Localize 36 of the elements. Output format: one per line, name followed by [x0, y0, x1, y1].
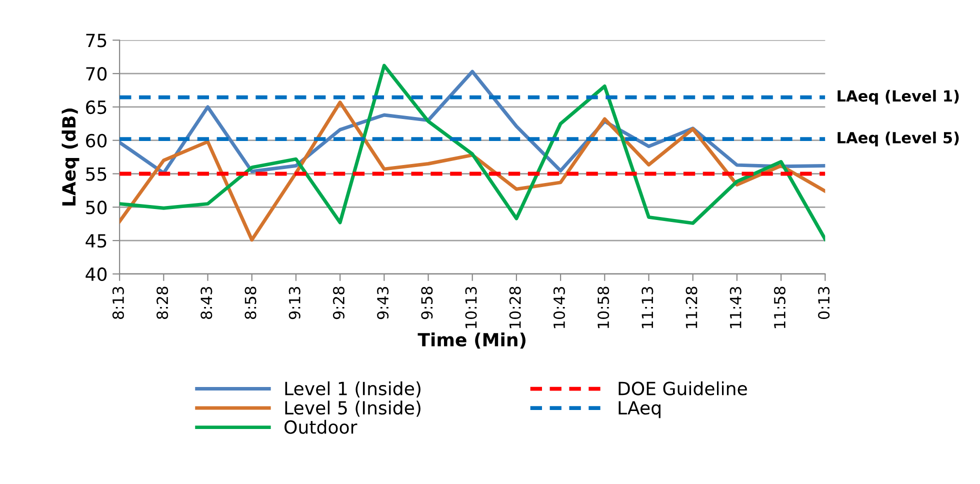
- x-tick-label: 10:58: [598, 286, 610, 328]
- line-series: [120, 64, 826, 241]
- y-tick-label: 40: [86, 267, 107, 282]
- x-tick-label: 9:28: [332, 286, 344, 320]
- x-tick-label: 11:28: [686, 286, 698, 328]
- y-tick-label: 65: [86, 100, 106, 114]
- legend-label: DOE Guideline: [618, 381, 747, 396]
- x-tick-label: 9:58: [421, 286, 433, 320]
- x-tick-label: 9:13: [288, 286, 300, 320]
- x-tick-label: 10:43: [553, 286, 565, 328]
- x-tick-label: 10:13: [465, 286, 477, 328]
- x-tick-label: 10:28: [509, 286, 521, 328]
- y-tick-label: 55: [86, 167, 106, 181]
- x-tick-label: 8:58: [244, 286, 256, 320]
- x-tick-label: 9:43: [377, 286, 389, 320]
- x-tick-label: 8:28: [156, 286, 168, 320]
- x-tick-label: 11:43: [730, 286, 742, 328]
- x-axis-title: Time (Min): [418, 332, 526, 349]
- annotation: LAeq (Level 1): [838, 90, 959, 105]
- legend-label: Level 1 (Inside): [285, 381, 420, 398]
- legend-label: LAeq: [618, 401, 660, 418]
- x-tick-label: 11:58: [774, 286, 786, 328]
- x-tick-label: 0:13: [818, 286, 830, 320]
- x-tick-label: 11:13: [642, 286, 654, 328]
- y-tick-label: 60: [86, 134, 107, 148]
- line-series: [120, 100, 826, 242]
- y-tick-label: 70: [86, 67, 107, 81]
- y-tick-label: 50: [86, 200, 107, 214]
- y-tick-label: 75: [86, 34, 106, 48]
- y-axis-title: LAeq (dB): [62, 108, 80, 206]
- legend-label: Outdoor: [284, 420, 358, 434]
- x-tick-label: 8:43: [200, 286, 212, 320]
- legend-label: Level 5 (Inside): [285, 400, 420, 417]
- annotation: LAeq (Level 5): [838, 132, 959, 146]
- y-tick-label: 45: [86, 234, 106, 248]
- x-tick-label: 8:13: [112, 286, 124, 320]
